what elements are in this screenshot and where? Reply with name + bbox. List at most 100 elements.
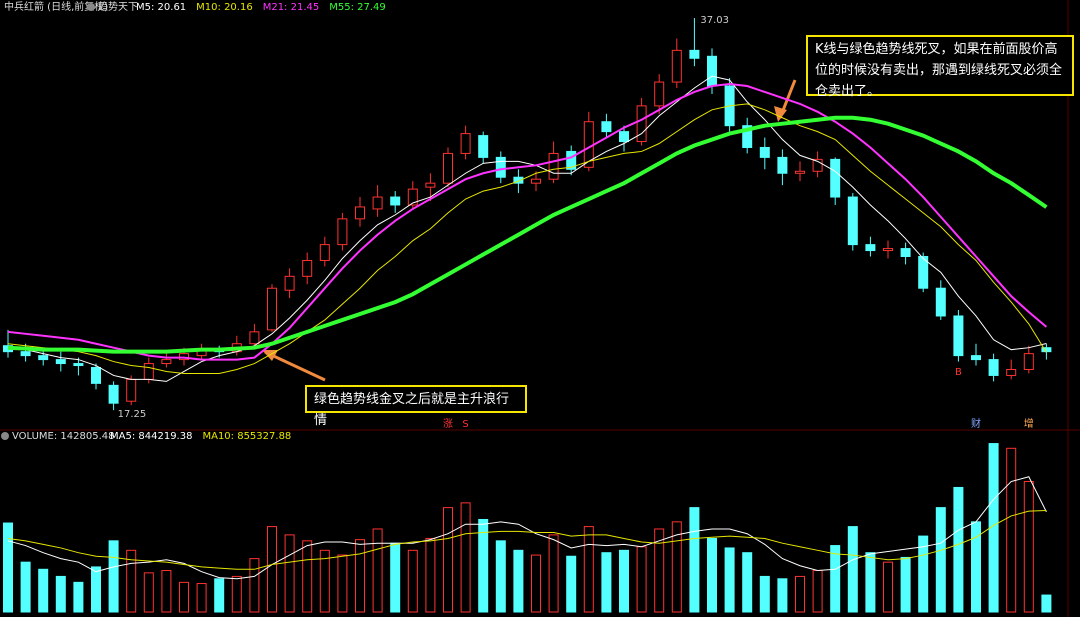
volume-bar bbox=[161, 569, 172, 613]
high-label: 37.03 bbox=[700, 15, 729, 26]
candle-body bbox=[777, 156, 788, 174]
candle-body bbox=[390, 196, 401, 206]
volume-bar bbox=[548, 534, 559, 613]
volume-bar bbox=[689, 507, 700, 613]
volume-ma-line bbox=[7, 510, 1047, 570]
volume-bar bbox=[20, 561, 31, 613]
candle-body bbox=[883, 248, 893, 252]
indicator-icon bbox=[87, 3, 95, 11]
volume-bar bbox=[73, 581, 84, 613]
volume-bar bbox=[742, 552, 753, 613]
volume-legend-entry: MA5: 844219.38 bbox=[110, 431, 192, 442]
candle-body bbox=[759, 146, 770, 158]
volume-bar bbox=[126, 549, 137, 613]
volume-bar bbox=[654, 528, 665, 613]
candle-body bbox=[372, 196, 383, 210]
candle-body bbox=[355, 206, 365, 220]
volume-bar bbox=[583, 526, 594, 613]
signal-marker: 增 bbox=[1024, 417, 1034, 430]
volume-bar bbox=[918, 535, 929, 613]
candle-body bbox=[495, 156, 506, 178]
candle-body bbox=[55, 359, 66, 365]
legend-entry: M10: 20.16 bbox=[196, 2, 253, 13]
candle-body bbox=[619, 131, 629, 143]
volume-bar bbox=[566, 555, 577, 613]
candle-body bbox=[918, 256, 929, 289]
volume-bar bbox=[214, 578, 225, 613]
volume-bar bbox=[231, 575, 242, 613]
candle-body bbox=[654, 81, 665, 107]
signal-marker: 财 bbox=[971, 417, 981, 430]
candle-body bbox=[707, 55, 717, 87]
volume-bar bbox=[812, 569, 823, 613]
volume-bar bbox=[1041, 594, 1052, 613]
volume-ma-line bbox=[7, 476, 1047, 580]
candle-body bbox=[161, 359, 172, 365]
legend-entry: M55: 27.49 bbox=[329, 2, 386, 13]
candle-body bbox=[795, 170, 805, 174]
annotation-2: K线与绿色趋势线死叉，如果在前面股价高位的时候没有卖出，那遇到绿线死叉必须全仓卖… bbox=[806, 35, 1074, 99]
candle-body bbox=[900, 248, 911, 258]
candle-body bbox=[812, 158, 823, 172]
candle-body bbox=[1023, 353, 1034, 370]
legend-entry: M5: 20.61 bbox=[136, 2, 186, 13]
volume-bar bbox=[179, 581, 189, 613]
volume-bar bbox=[847, 526, 858, 613]
volume-bar bbox=[372, 528, 383, 613]
volume-bar bbox=[355, 539, 365, 613]
candle-body bbox=[566, 150, 577, 170]
volume-bar bbox=[407, 549, 418, 613]
arrow-2-head bbox=[774, 106, 787, 122]
volume-bar bbox=[284, 534, 295, 613]
candle-body bbox=[847, 196, 858, 246]
candle-body bbox=[249, 331, 260, 345]
indicator-name: 趋势天下 bbox=[98, 0, 138, 13]
volume-bar bbox=[883, 561, 893, 613]
candle-body bbox=[108, 384, 119, 404]
candle-body bbox=[935, 287, 946, 317]
candle-body bbox=[460, 133, 471, 154]
candle-body bbox=[513, 176, 524, 184]
volume-legend-entry: MA10: 855327.88 bbox=[202, 431, 291, 442]
volume-bar bbox=[759, 575, 770, 613]
volume-bar bbox=[601, 552, 612, 613]
volume-bar bbox=[1023, 481, 1034, 613]
candle-body bbox=[601, 121, 612, 133]
candle-body bbox=[91, 367, 101, 384]
volume-bar bbox=[619, 549, 629, 613]
candle-body bbox=[267, 287, 277, 331]
volume-bar bbox=[707, 537, 717, 613]
ma-line bbox=[7, 103, 1047, 374]
candle-body bbox=[636, 105, 647, 143]
candle-body bbox=[548, 152, 559, 180]
candle-body bbox=[337, 218, 348, 246]
candle-body bbox=[319, 244, 330, 261]
candle-body bbox=[830, 158, 841, 198]
stock-title: 中兵红箭 (日线,前复权) bbox=[4, 0, 108, 13]
volume-bar bbox=[55, 575, 66, 613]
candle-body bbox=[38, 355, 49, 361]
volume-bar bbox=[1006, 447, 1017, 613]
candle-body bbox=[126, 378, 137, 402]
annotation-1: 绿色趋势线金叉之后就是主升浪行情 bbox=[305, 385, 527, 428]
volume-bar bbox=[795, 575, 805, 613]
volume-bar bbox=[3, 522, 13, 613]
candle-body bbox=[1006, 368, 1017, 376]
signal-marker: 涨 bbox=[443, 418, 453, 430]
volume-bar bbox=[38, 568, 49, 613]
low-label: 17.25 bbox=[118, 409, 147, 420]
candle-body bbox=[531, 178, 541, 184]
legend-entry: M21: 21.45 bbox=[263, 2, 320, 13]
volume-bar bbox=[724, 547, 735, 613]
volume-bar bbox=[460, 502, 471, 613]
volume-bar bbox=[390, 542, 401, 613]
volume-bar bbox=[900, 556, 911, 613]
candle-body bbox=[302, 259, 313, 277]
candle-body bbox=[284, 275, 295, 291]
candle-body bbox=[143, 363, 154, 380]
candle-body bbox=[671, 49, 682, 83]
volume-bar bbox=[302, 540, 313, 613]
candle-body bbox=[971, 355, 981, 361]
candle-body bbox=[407, 188, 418, 206]
